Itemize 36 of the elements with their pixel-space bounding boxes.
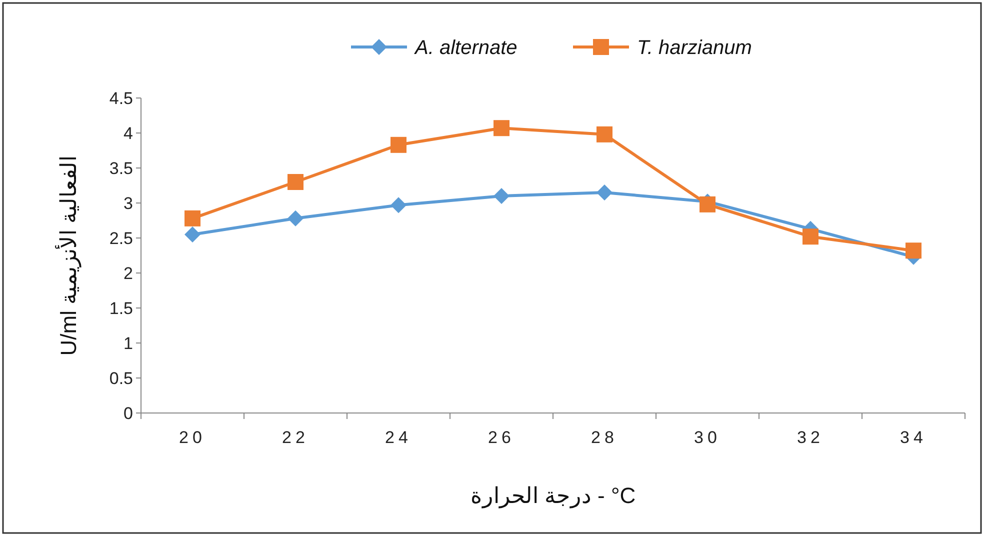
plot: 0 0.5 1 1.5 2 2.5 3 3.5 4 4.5 20 22 24 26 28 30 32 34 xyxy=(109,89,966,447)
x-tick-label: 34 xyxy=(900,428,927,447)
y-tick-label: 3 xyxy=(124,194,133,213)
point xyxy=(390,197,406,214)
y-tick-label: 4.5 xyxy=(109,89,133,108)
point xyxy=(288,174,304,190)
y-tick-label: 0.5 xyxy=(109,369,133,388)
point xyxy=(494,188,510,204)
point xyxy=(494,120,510,136)
point xyxy=(596,184,612,200)
x-tick-label: 20 xyxy=(179,428,206,447)
y-tick-label: 1 xyxy=(124,334,133,353)
x-axis-title: درجة الحرارة - °C xyxy=(470,483,636,509)
legend-label: T. harzianum xyxy=(637,37,752,59)
point xyxy=(906,242,922,259)
x-tick-label: 24 xyxy=(385,428,412,447)
point xyxy=(802,228,818,245)
x-tick-label: 32 xyxy=(797,428,824,447)
x-tick-label: 28 xyxy=(591,428,618,447)
y-tick-label: 4 xyxy=(124,124,133,143)
point xyxy=(184,210,200,226)
y-tick-label: 3.5 xyxy=(109,159,133,178)
x-tick-label: 30 xyxy=(694,428,721,447)
x-tick-label: 22 xyxy=(282,428,309,447)
y-tick-label: 0 xyxy=(124,404,133,423)
point xyxy=(390,136,406,153)
y-tick-label: 2.5 xyxy=(109,229,133,248)
y-tick-label: 2 xyxy=(124,264,133,283)
point xyxy=(596,126,612,142)
point xyxy=(700,196,716,212)
x-tick-label: 26 xyxy=(488,428,515,447)
point xyxy=(184,226,200,242)
point xyxy=(288,210,304,226)
legend-label: A. alternate xyxy=(414,37,518,59)
y-axis-title: U/ml الفعالية الأنزيمية xyxy=(54,155,82,356)
y-tick-label: 1.5 xyxy=(109,299,133,318)
